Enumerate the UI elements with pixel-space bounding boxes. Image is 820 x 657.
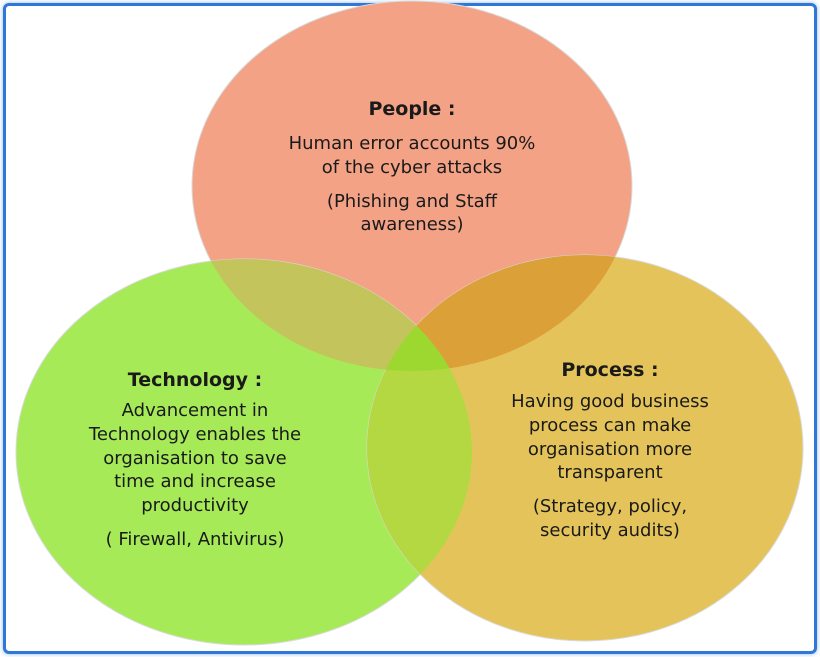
technology-text-line: productivity xyxy=(141,495,249,517)
people-text-line: awareness) xyxy=(360,214,464,236)
technology-text-line: time and increase xyxy=(114,471,276,493)
people-heading: People : xyxy=(368,98,456,120)
people-text-line: Human error accounts 90% xyxy=(288,133,536,155)
people-text-line: (Phishing and Staff xyxy=(326,190,498,212)
people-process-overlap xyxy=(367,255,632,371)
process-text-line: process can make xyxy=(528,414,692,436)
people-text-line: of the cyber attacks xyxy=(321,156,503,178)
process-text-line: organisation more xyxy=(527,438,693,460)
technology-heading: Technology : xyxy=(127,369,263,391)
process-text-line: (Strategy, policy, xyxy=(532,496,688,518)
process-text-line: security audits) xyxy=(540,519,680,541)
technology-text-line: ( Firewall, Antivirus) xyxy=(105,528,285,550)
technology-label: Technology : Advancement in Technology e… xyxy=(30,368,360,552)
people-label: People : Human error accounts 90% of the… xyxy=(232,97,592,237)
people-technology-overlap xyxy=(192,259,472,371)
process-text-line: transparent xyxy=(557,462,663,484)
process-text-line: Having good business xyxy=(511,391,709,413)
process-heading: Process : xyxy=(561,359,659,381)
technology-text-line: Advancement in xyxy=(121,400,269,422)
process-label: Process : Having good business process c… xyxy=(460,358,760,543)
technology-text-line: Technology enables the xyxy=(88,423,302,445)
technology-text-line: organisation to save xyxy=(103,447,287,469)
